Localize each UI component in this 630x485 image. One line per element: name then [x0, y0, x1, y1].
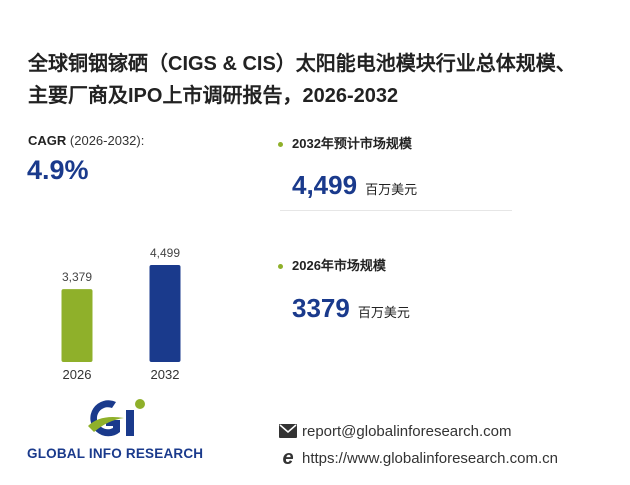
- cagr-name: CAGR: [28, 133, 67, 148]
- stat-label: 2026年市场规模: [278, 255, 386, 274]
- stat-label-text: 2032年预计市场规模: [292, 136, 412, 151]
- web-icon: e: [282, 449, 293, 467]
- email[interactable]: report@globalinforesearch.com: [302, 423, 512, 440]
- logo-dot: [135, 399, 145, 409]
- cagr-value: 4.9%: [27, 155, 89, 185]
- cagr-label: CAGR (2026-2032):: [28, 133, 144, 148]
- value-label: 3,379: [62, 270, 92, 284]
- bullet: [278, 142, 283, 148]
- bar: [61, 289, 93, 362]
- stat-label-text: 2026年市场规模: [292, 258, 386, 273]
- svg-text:e: e: [282, 449, 293, 467]
- divider: [280, 210, 512, 211]
- email-icon: [279, 424, 297, 438]
- bar: [149, 265, 181, 362]
- website[interactable]: https://www.globalinforesearch.com.cn: [302, 450, 558, 467]
- logo-i: [126, 410, 134, 436]
- cagr-period: (2026-2032):: [69, 133, 145, 148]
- x-tick-label: 2026: [63, 367, 92, 382]
- x-tick-label: 2032: [151, 367, 180, 382]
- logo-swoosh: [88, 417, 124, 432]
- value-label: 4,499: [150, 246, 180, 260]
- logo: [88, 399, 145, 437]
- stat-value: 4,499: [292, 170, 358, 200]
- brand: GLOBAL INFO RESEARCH: [27, 446, 204, 461]
- stat-unit: 百万美元: [357, 305, 410, 320]
- stat: 3379 百万美元: [292, 293, 410, 324]
- stat-value: 3379: [292, 293, 350, 323]
- bullet: [278, 264, 283, 270]
- stat-unit: 百万美元: [365, 182, 418, 197]
- stat-label: 2032年预计市场规模: [278, 133, 412, 152]
- title: 全球铜铟镓硒（CIGS & CIS）太阳能电池模块行业总体规模、主要厂商及IPO…: [28, 53, 576, 107]
- stat: 4,499 百万美元: [292, 170, 417, 201]
- chart: 3,379 2026 4,499 2032: [61, 246, 181, 382]
